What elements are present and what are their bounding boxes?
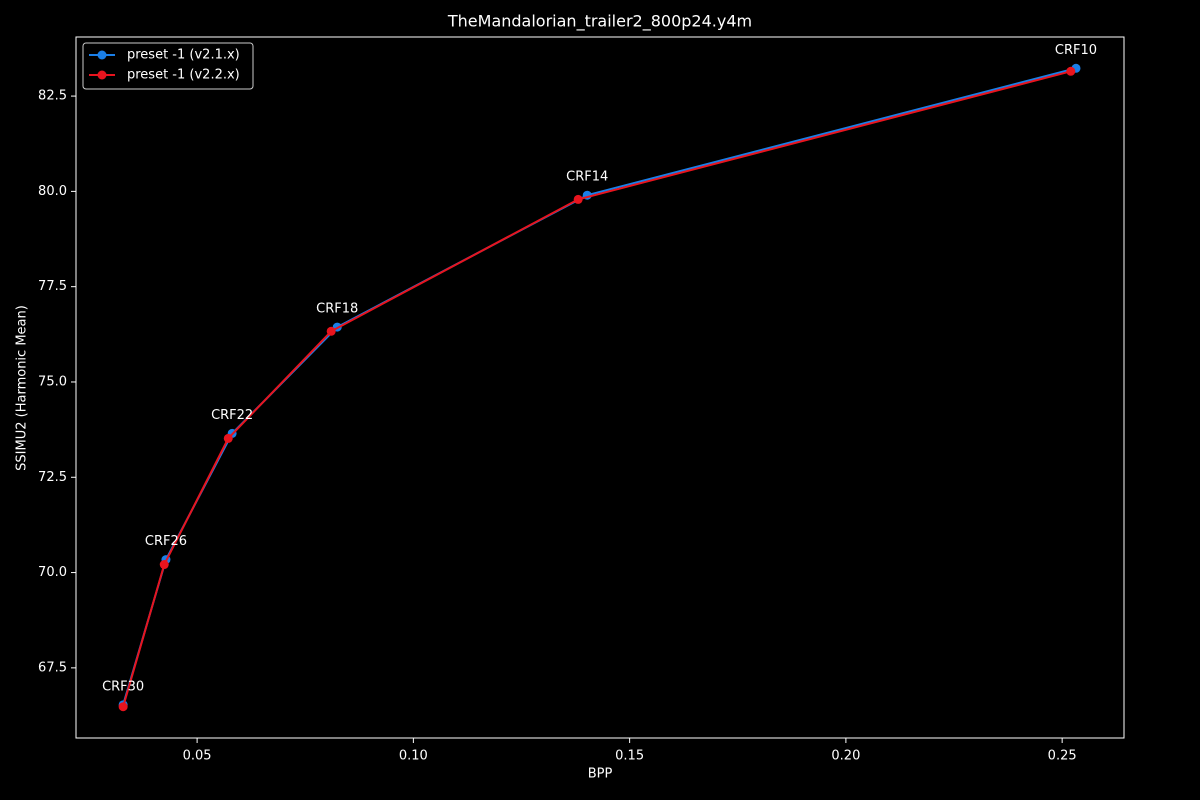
x-tick-label: 0.10 (399, 749, 428, 764)
legend-label: preset -1 (v2.1.x) (127, 48, 240, 63)
point-label: CRF30 (102, 679, 144, 694)
data-point (573, 194, 583, 204)
data-point (223, 433, 233, 443)
data-point (159, 560, 169, 570)
point-label: CRF26 (145, 534, 187, 549)
point-label: CRF18 (316, 302, 358, 317)
x-tick-label: 0.05 (183, 749, 212, 764)
chart-title: TheMandalorian_trailer2_800p24.y4m (447, 12, 752, 32)
data-point (326, 326, 336, 336)
y-tick-label: 77.5 (38, 279, 67, 294)
point-label: CRF22 (211, 408, 253, 423)
y-tick-label: 70.0 (38, 565, 67, 580)
y-tick-label: 82.5 (38, 89, 67, 104)
x-tick-label: 0.15 (615, 749, 644, 764)
data-point (118, 702, 128, 712)
legend-box (82, 42, 254, 90)
point-label: CRF14 (566, 170, 608, 185)
plot-frame (75, 36, 1125, 739)
x-tick-label: 0.20 (831, 749, 860, 764)
legend-marker (97, 70, 107, 80)
y-tick-label: 80.0 (38, 184, 67, 199)
legend-label: preset -1 (v2.2.x) (127, 68, 240, 83)
y-tick-label: 72.5 (38, 470, 67, 485)
legend-marker (97, 50, 107, 60)
point-label: CRF10 (1055, 43, 1097, 58)
data-point (1066, 66, 1076, 76)
series-line (122, 70, 1072, 708)
y-tick-label: 75.0 (38, 374, 67, 389)
y-tick-label: 67.5 (38, 660, 67, 675)
x-axis-label: BPP (588, 767, 613, 782)
x-tick-label: 0.25 (1048, 749, 1077, 764)
y-axis-label: SSIMU2 (Harmonic Mean) (15, 305, 30, 471)
